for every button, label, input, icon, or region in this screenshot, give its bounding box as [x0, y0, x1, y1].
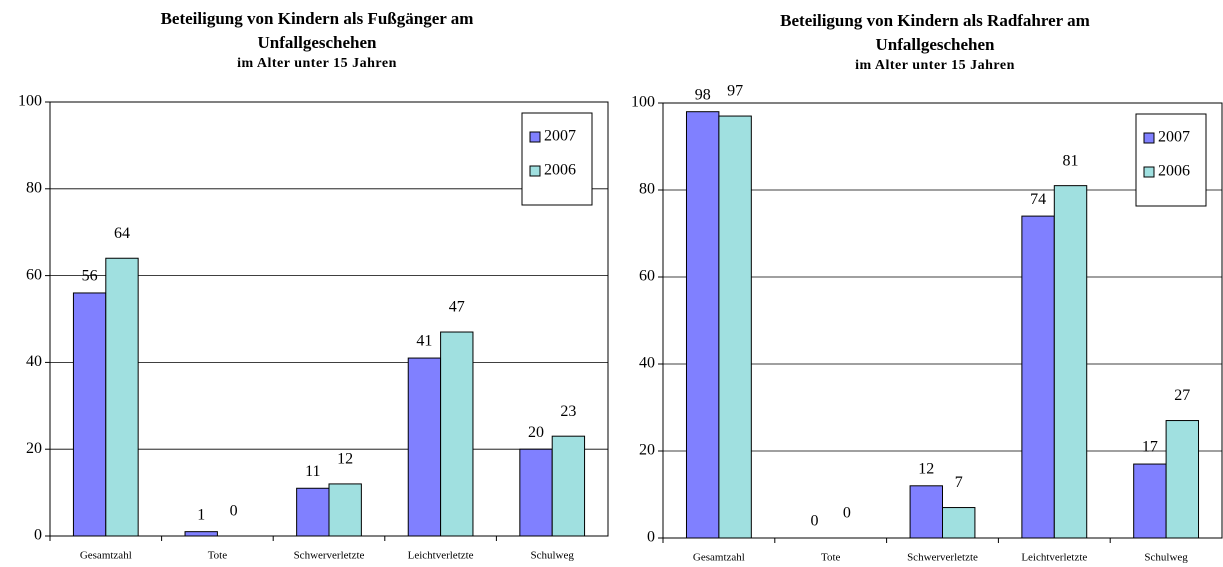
bar	[1133, 463, 1167, 539]
value-label: 98	[695, 86, 711, 103]
bar	[296, 487, 330, 537]
bar	[407, 357, 442, 537]
legend-label: 2006	[1158, 163, 1190, 180]
y-tick-label: 0	[34, 527, 42, 544]
x-tick-label: Tote	[821, 552, 841, 564]
y-tick-label: 80	[639, 181, 655, 198]
chart-subtitle: im Alter unter 15 Jahren	[855, 58, 1015, 73]
value-label: 74	[1030, 191, 1046, 208]
y-tick-label: 20	[26, 440, 42, 457]
chart-title: Unfallgeschehen	[876, 35, 996, 54]
x-tick-label: Tote	[208, 550, 228, 562]
bar	[718, 115, 752, 539]
bar	[519, 448, 553, 537]
chart-title: Unfallgeschehen	[258, 33, 378, 52]
bar	[909, 485, 944, 539]
y-tick-label: 20	[639, 442, 655, 459]
legend-label: 2006	[544, 162, 576, 179]
bar	[328, 483, 362, 537]
legend-swatch	[529, 131, 541, 143]
legend-label: 2007	[1158, 129, 1190, 146]
y-tick-label: 100	[631, 94, 655, 111]
bar	[942, 507, 976, 539]
bar	[551, 435, 586, 537]
y-tick-label: 40	[26, 353, 42, 370]
chart-subtitle: im Alter unter 15 Jahren	[237, 56, 397, 71]
bar	[685, 111, 720, 539]
x-tick-label: Schwerverletzte	[294, 550, 365, 562]
x-tick-label: Leichtverletzte	[1021, 552, 1087, 564]
value-label: 0	[810, 513, 818, 530]
bar	[72, 292, 107, 537]
bar	[1021, 215, 1055, 539]
value-label: 41	[416, 333, 432, 350]
value-label: 64	[114, 225, 130, 242]
y-tick-label: 60	[26, 266, 42, 283]
value-label: 1	[197, 506, 205, 523]
bar	[105, 257, 139, 537]
y-tick-label: 60	[639, 268, 655, 285]
x-tick-label: Schulweg	[1144, 552, 1188, 564]
y-tick-label: 0	[647, 529, 655, 546]
value-label: 17	[1142, 439, 1158, 456]
value-label: 81	[1063, 152, 1079, 169]
value-label: 23	[560, 403, 576, 420]
value-label: 97	[727, 83, 743, 100]
value-label: 20	[528, 424, 544, 441]
y-tick-label: 40	[639, 355, 655, 372]
legend-box	[1135, 113, 1207, 207]
value-label: 11	[305, 463, 320, 480]
value-label: 56	[82, 268, 98, 285]
x-tick-label: Leichtverletzte	[408, 550, 474, 562]
value-label: 0	[843, 505, 851, 522]
legend-swatch	[529, 165, 541, 177]
legend-label: 2007	[544, 128, 576, 145]
chart-title: Beteiligung von Kindern als Radfahrer am	[780, 11, 1090, 30]
value-label: 27	[1174, 387, 1190, 404]
x-tick-label: Schulweg	[531, 550, 575, 562]
value-label: 12	[337, 451, 353, 468]
y-tick-label: 100	[18, 93, 42, 110]
x-tick-label: Schwerverletzte	[907, 552, 978, 564]
bar	[440, 331, 474, 537]
bar	[1053, 185, 1088, 539]
x-tick-label: Gesamtzahl	[80, 550, 132, 562]
value-label: 12	[918, 460, 934, 477]
bar	[1165, 420, 1200, 539]
value-label: 47	[449, 299, 465, 316]
value-label: 7	[955, 474, 963, 491]
legend-box	[521, 112, 593, 206]
y-tick-label: 80	[26, 179, 42, 196]
bar	[184, 531, 218, 537]
chart-title: Beteiligung von Kindern als Fußgänger am	[161, 9, 474, 28]
legend-swatch	[1143, 132, 1155, 144]
value-label: 0	[230, 503, 238, 520]
x-tick-label: Gesamtzahl	[693, 552, 745, 564]
legend-swatch	[1143, 166, 1155, 178]
